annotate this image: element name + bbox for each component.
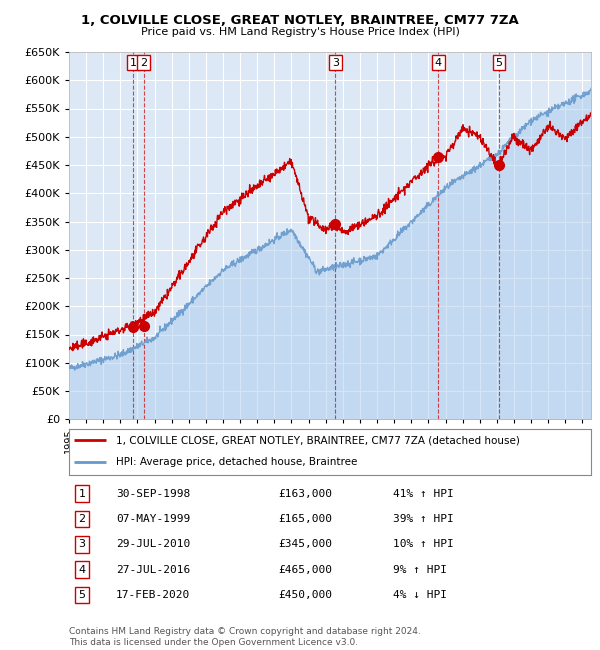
Text: 27-JUL-2016: 27-JUL-2016: [116, 565, 190, 575]
Text: Price paid vs. HM Land Registry's House Price Index (HPI): Price paid vs. HM Land Registry's House …: [140, 27, 460, 37]
Text: £163,000: £163,000: [278, 489, 332, 499]
Text: 5: 5: [79, 590, 86, 600]
Text: £345,000: £345,000: [278, 540, 332, 549]
Text: 1: 1: [130, 58, 137, 68]
Text: £450,000: £450,000: [278, 590, 332, 600]
Text: 5: 5: [496, 58, 502, 68]
Text: 30-SEP-1998: 30-SEP-1998: [116, 489, 190, 499]
Text: £465,000: £465,000: [278, 565, 332, 575]
Text: HPI: Average price, detached house, Braintree: HPI: Average price, detached house, Brai…: [116, 457, 358, 467]
Text: 07-MAY-1999: 07-MAY-1999: [116, 514, 190, 524]
Text: 17-FEB-2020: 17-FEB-2020: [116, 590, 190, 600]
Text: 41% ↑ HPI: 41% ↑ HPI: [392, 489, 454, 499]
Text: 3: 3: [79, 540, 86, 549]
Text: 4: 4: [79, 565, 86, 575]
Text: 3: 3: [332, 58, 339, 68]
Text: 29-JUL-2010: 29-JUL-2010: [116, 540, 190, 549]
Text: 1, COLVILLE CLOSE, GREAT NOTLEY, BRAINTREE, CM77 7ZA: 1, COLVILLE CLOSE, GREAT NOTLEY, BRAINTR…: [81, 14, 519, 27]
Text: Contains HM Land Registry data © Crown copyright and database right 2024.
This d: Contains HM Land Registry data © Crown c…: [69, 627, 421, 647]
Text: 2: 2: [140, 58, 148, 68]
Text: 4% ↓ HPI: 4% ↓ HPI: [392, 590, 446, 600]
Text: 39% ↑ HPI: 39% ↑ HPI: [392, 514, 454, 524]
Text: £165,000: £165,000: [278, 514, 332, 524]
Text: 10% ↑ HPI: 10% ↑ HPI: [392, 540, 454, 549]
Text: 4: 4: [434, 58, 442, 68]
Text: 1: 1: [79, 489, 86, 499]
Text: 2: 2: [79, 514, 86, 524]
Text: 1, COLVILLE CLOSE, GREAT NOTLEY, BRAINTREE, CM77 7ZA (detached house): 1, COLVILLE CLOSE, GREAT NOTLEY, BRAINTR…: [116, 436, 520, 445]
Text: 9% ↑ HPI: 9% ↑ HPI: [392, 565, 446, 575]
